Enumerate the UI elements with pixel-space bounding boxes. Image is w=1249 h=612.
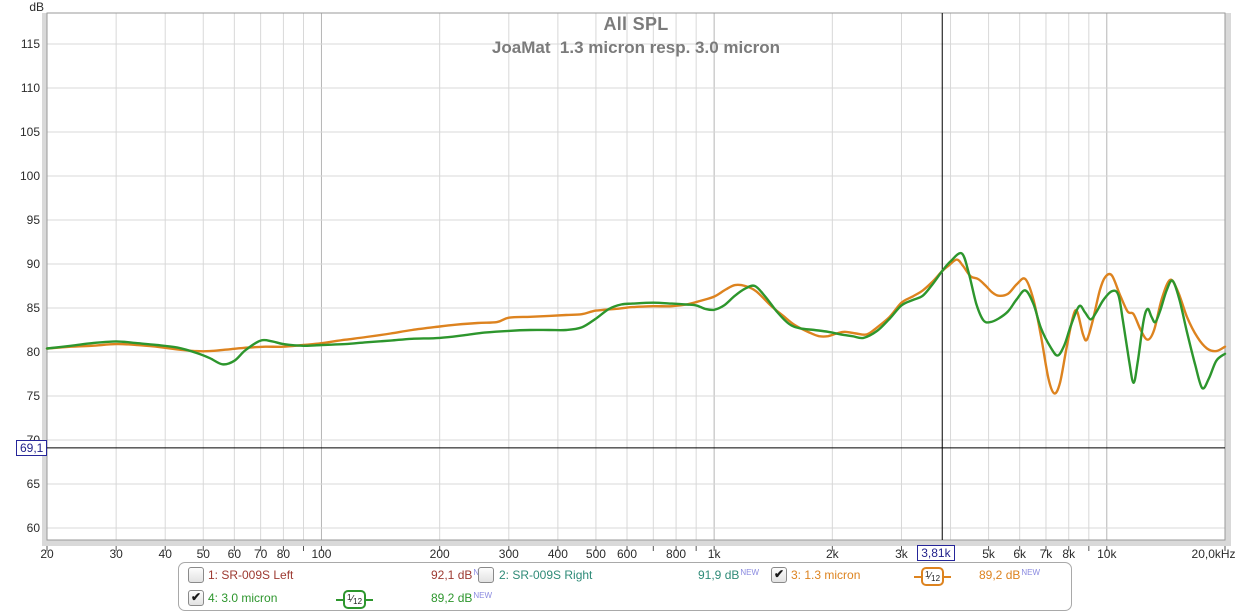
x-tick-label-400: 400 xyxy=(547,547,568,561)
trace-1-label[interactable]: 1: SR-009S Left xyxy=(208,568,294,582)
y-axis-bar xyxy=(42,13,47,546)
trace-1-checkbox[interactable] xyxy=(188,567,204,583)
x-tick-label-10k: 10k xyxy=(1097,547,1117,561)
chart-title: All SPL xyxy=(603,14,669,34)
smoothing-fraction: 1⁄12 xyxy=(343,590,367,609)
x-tick-label-6k: 6k xyxy=(1013,547,1027,561)
x-tick-label-40: 40 xyxy=(158,547,172,561)
x-tick-label-50: 50 xyxy=(196,547,210,561)
legend-item-sr009s-right: 2: SR-009S Right 91,9 dBNEW xyxy=(478,567,778,585)
trace-2-new-badge: NEW xyxy=(740,568,760,577)
check-icon: ✔ xyxy=(773,567,785,581)
db-cursor-readout: 69,1 xyxy=(16,439,48,456)
x-tick-label-500: 500 xyxy=(585,547,606,561)
trace-1-level-value: 92,1 dB xyxy=(431,568,473,582)
x-tick-label-1k: 1k xyxy=(707,547,721,561)
x-tick-label-100: 100 xyxy=(311,547,332,561)
smoothing-denominator: 12 xyxy=(353,597,363,606)
trace-4-checkbox[interactable]: ✔ xyxy=(188,590,204,606)
trace-curve-3 xyxy=(45,258,1227,395)
trace-4-level-value: 89,2 dB xyxy=(431,591,473,605)
x-tick-label-5k: 5k xyxy=(982,547,995,561)
fraction-slash-icon: ⁄ xyxy=(351,594,354,605)
trace-3-new-badge: NEW xyxy=(1021,568,1041,577)
x-tick-label-600: 600 xyxy=(616,547,638,561)
trace-line-segment xyxy=(336,598,343,601)
plot-border xyxy=(46,12,1226,541)
x-tick-label-3k: 3k xyxy=(895,547,908,561)
trace-line-segment xyxy=(366,598,374,601)
y-tick-label-110: 110 xyxy=(20,81,40,95)
trace-3-checkbox[interactable]: ✔ xyxy=(771,567,787,583)
check-icon: ✔ xyxy=(190,590,202,604)
y-tick-label-65: 65 xyxy=(26,477,40,491)
x-axis-bar xyxy=(42,540,1231,546)
trace-4-label[interactable]: 4: 3.0 micron xyxy=(208,591,278,605)
x-tick-label-800: 800 xyxy=(666,547,687,561)
y-tick-label-115: 115 xyxy=(20,37,40,51)
trace-curve-4 xyxy=(45,251,1227,390)
x-tick-label-80: 80 xyxy=(276,547,291,561)
trace-4-new-badge: NEW xyxy=(473,591,493,600)
trace-3-smoothing-badge[interactable]: 1⁄12 xyxy=(914,567,952,586)
x-tick-label-2k: 2k xyxy=(825,547,839,561)
trace-3-level: 89,2 dBNEW xyxy=(979,568,1040,582)
x-tick-label-8k: 8k xyxy=(1062,547,1076,561)
y-tick-label-85: 85 xyxy=(26,301,40,315)
y-tick-label-100: 100 xyxy=(19,169,40,183)
x-tick-label-20: 20 xyxy=(40,547,54,561)
y-tick-label-90: 90 xyxy=(26,257,40,271)
right-axis-bar xyxy=(1225,13,1231,540)
x-tick-label-20,0kHz: 20,0kHz xyxy=(1191,547,1236,561)
trace-2-level: 91,9 dBNEW xyxy=(698,568,759,582)
legend-item-13-micron: ✔ 3: 1.3 micron 1⁄12 89,2 dBNEW xyxy=(771,567,1071,586)
x-tick-label-70: 70 xyxy=(253,547,268,561)
trace-2-label[interactable]: 2: SR-009S Right xyxy=(499,568,593,582)
y-tick-label-60: 60 xyxy=(26,521,40,535)
chart-subtitle: JoaMat 1.3 micron resp. 3.0 micron xyxy=(491,38,781,57)
y-tick-label-105: 105 xyxy=(19,125,40,139)
smoothing-fraction: 1⁄12 xyxy=(921,567,945,586)
trace-4-smoothing-badge[interactable]: 1⁄12 xyxy=(336,590,374,609)
x-tick-label-300: 300 xyxy=(498,547,519,561)
y-tick-label-80: 80 xyxy=(26,345,40,359)
trace-2-level-value: 91,9 dB xyxy=(698,568,740,582)
y-tick-label-75: 75 xyxy=(26,389,40,403)
legend: 1: SR-009S Left 92,1 dBNEW 2: SR-009S Ri… xyxy=(178,562,1072,611)
y-axis-unit-label: dB xyxy=(29,0,44,14)
trace-4-level: 89,2 dBNEW xyxy=(431,591,492,605)
trace-line-segment xyxy=(944,575,952,578)
legend-item-30-micron: ✔ 4: 3.0 micron 1⁄12 89,2 dBNEW xyxy=(188,590,492,609)
smoothing-denominator: 12 xyxy=(931,574,941,583)
smoothing-numerator: 1 xyxy=(925,570,930,579)
trace-line-segment xyxy=(914,575,921,578)
trace-2-checkbox[interactable] xyxy=(478,567,494,583)
x-tick-label-60: 60 xyxy=(227,547,242,561)
x-tick-label-200: 200 xyxy=(429,547,450,561)
smoothing-numerator: 1 xyxy=(347,593,352,602)
fraction-slash-icon: ⁄ xyxy=(929,571,932,582)
trace-3-level-value: 89,2 dB xyxy=(979,568,1021,582)
y-tick-label-95: 95 xyxy=(26,213,40,227)
x-tick-label-7k: 7k xyxy=(1039,547,1053,561)
legend-item-sr009s-left: 1: SR-009S Left 92,1 dBNEW xyxy=(188,567,492,585)
freq-cursor-readout: 3,81k xyxy=(917,545,955,561)
x-tick-label-30: 30 xyxy=(109,547,123,561)
trace-3-label[interactable]: 3: 1.3 micron xyxy=(791,568,861,582)
